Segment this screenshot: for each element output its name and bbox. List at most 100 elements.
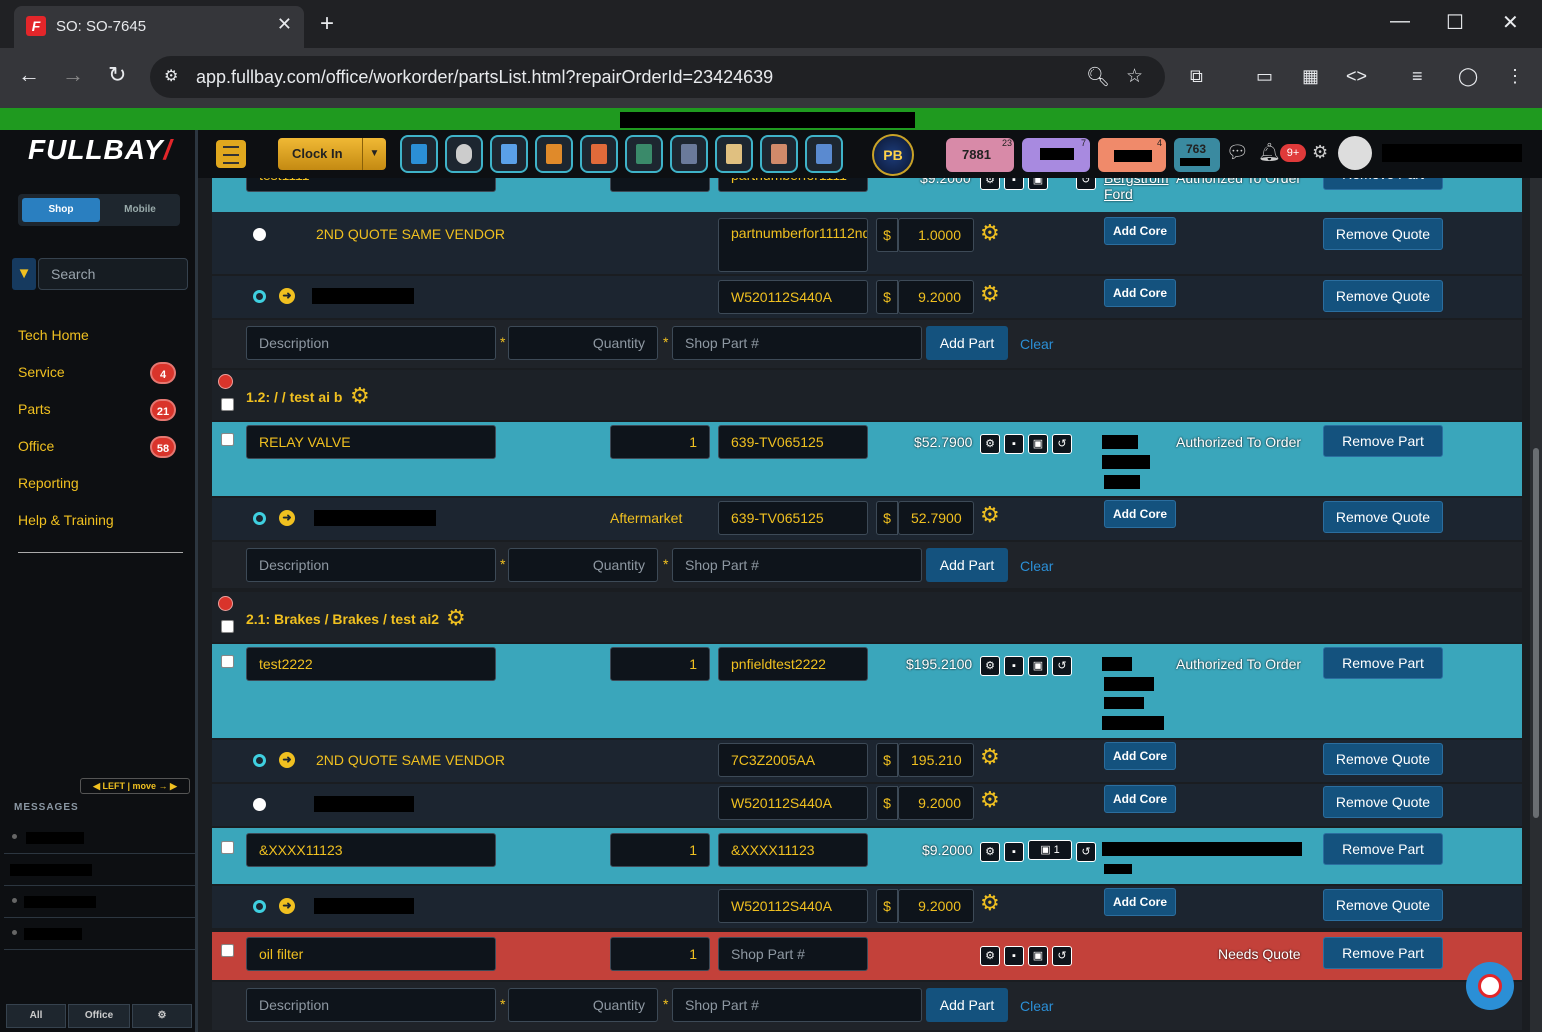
workorder-icon[interactable] [400,135,438,173]
reload-icon[interactable]: ↻ [108,62,127,87]
section-checkbox[interactable] [221,398,234,411]
gear-icon[interactable]: ⚙ [350,383,370,408]
add-core-button[interactable]: Add Core [1104,279,1176,307]
bookmark-star-icon[interactable]: ☆ [1126,66,1144,87]
image-icon[interactable]: ▣ [1028,656,1048,676]
scrollbar-thumb[interactable] [1533,448,1539,818]
document-icon[interactable] [580,135,618,173]
sidebar-item-help-training[interactable]: Help & Training [18,512,114,528]
messages-office-button[interactable]: Office [68,1004,130,1028]
calculator-icon[interactable] [625,135,663,173]
support-chat-icon[interactable] [1466,962,1514,1010]
gear-icon[interactable]: ⚙ [980,890,1000,915]
part-number-field[interactable]: &XXXX11123 [718,833,868,867]
remove-part-button[interactable]: Remove Part [1323,833,1443,865]
comment-icon[interactable]: ▪ [1004,178,1024,190]
sidebar-item-office[interactable]: Office [18,438,55,454]
clear-link[interactable]: Clear [1020,998,1054,1014]
quantity-field[interactable]: 1 [610,937,710,971]
browser-tab[interactable]: F SO: SO-7645 ✕ [14,6,304,48]
gear-icon[interactable]: ⚙ [980,434,1000,454]
settings-gear-icon[interactable]: ⚙ [1312,142,1329,162]
add-part-button[interactable]: Add Part [926,326,1008,360]
part-description-field[interactable]: RELAY VALVE [246,425,496,459]
vendor-link[interactable]: Bergstrom [1104,178,1169,186]
history-icon[interactable]: ↺ [1076,842,1096,862]
part-description-field[interactable]: oil filter [246,937,496,971]
quantity-field[interactable] [610,178,710,192]
mobile-toggle[interactable]: Mobile [124,204,156,215]
clock-in-button[interactable]: Clock In ▼ [278,138,386,170]
window-close-icon[interactable]: ✕ [1502,12,1519,34]
new-shop-part-input[interactable]: Shop Part # [672,326,922,360]
quote-radio-selected[interactable] [253,290,266,303]
quote-price-field[interactable]: 9.2000 [898,889,974,923]
quantity-field[interactable]: 1 [610,425,710,459]
part-number-field[interactable]: partnumberfor1111 [718,178,868,192]
quote-part-number-field[interactable]: 639-TV065125 [718,501,868,535]
clear-link[interactable]: Clear [1020,558,1054,574]
add-part-button[interactable]: Add Part [926,988,1008,1022]
vendor-link-line2[interactable]: Ford [1104,186,1133,202]
comment-icon[interactable]: ▪ [1004,656,1024,676]
hamburger-menu-icon[interactable] [216,140,246,168]
forward-icon[interactable]: → [62,62,84,87]
new-description-input[interactable]: Description [246,548,496,582]
arrow-circle-icon[interactable]: ➜ [279,752,295,768]
quantity-field[interactable]: 1 [610,647,710,681]
remove-part-button[interactable]: Remove Part [1323,647,1443,679]
remove-part-button[interactable]: Remove Part [1323,425,1443,457]
chevron-down-icon[interactable]: ▼ [362,138,386,170]
quote-price-field[interactable]: 9.2000 [898,280,974,314]
shop-toggle[interactable]: Shop [22,198,100,222]
remove-quote-button[interactable]: Remove Quote [1323,218,1443,250]
remove-quote-button[interactable]: Remove Quote [1323,501,1443,533]
clear-link[interactable]: Clear [1020,336,1054,352]
sidebar-item-tech-home[interactable]: Tech Home [18,327,89,343]
gear-icon[interactable]: ⚙ [980,656,1000,676]
image-icon[interactable]: ▣ [1028,178,1048,190]
sidebar-item-reporting[interactable]: Reporting [18,475,79,491]
quote-radio-selected[interactable] [253,512,266,525]
cast-icon[interactable]: ▭ [1256,66,1274,86]
part-checkbox[interactable] [221,433,234,446]
image-icon[interactable]: ▣ [1028,946,1048,966]
invoice-icon[interactable] [535,135,573,173]
message-item[interactable] [4,854,196,886]
microphone-icon[interactable] [445,135,483,173]
sidebar-item-service[interactable]: Service [18,364,65,380]
remove-quote-button[interactable]: Remove Quote [1323,889,1443,921]
zoom-icon[interactable]: 🔍︎ [1086,67,1111,88]
new-quantity-input[interactable]: Quantity [508,548,658,582]
part-description-field[interactable]: test1111 [246,178,496,192]
kebab-menu-icon[interactable]: ⋮ [1506,66,1524,86]
part-checkbox[interactable] [221,655,234,668]
back-icon[interactable]: ← [18,62,40,87]
messages-all-button[interactable]: All [6,1004,66,1028]
remove-part-button[interactable]: Remove Part [1323,178,1443,190]
fullbay-logo[interactable]: FULLBAY/ [28,134,173,165]
scrollbar[interactable] [1530,178,1542,1032]
history-icon[interactable]: ↺ [1076,178,1096,190]
quote-radio-selected[interactable] [253,900,266,913]
counter-pill-a[interactable]: 7881 23 [946,138,1014,172]
part-checkbox[interactable] [221,944,234,957]
quote-price-field[interactable]: 195.210 [898,743,974,777]
section-checkbox[interactable] [221,620,234,633]
gear-icon[interactable]: ⚙ [980,842,1000,862]
quantity-field[interactable]: 1 [610,833,710,867]
report-icon[interactable] [715,135,753,173]
part-checkbox[interactable] [221,841,234,854]
quote-price-field[interactable]: 1.0000 [898,218,974,252]
new-description-input[interactable]: Description [246,326,496,360]
add-item-icon[interactable] [490,135,528,173]
part-description-field[interactable]: &XXXX11123 [246,833,496,867]
gear-icon[interactable]: ⚙ [980,787,1000,812]
gear-icon[interactable]: ⚙ [980,281,1000,306]
qr-icon[interactable]: ▦ [1302,66,1320,86]
comment-icon[interactable]: ▪ [1004,434,1024,454]
schedule-icon[interactable] [670,135,708,173]
new-description-input[interactable]: Description [246,988,496,1022]
comment-icon[interactable]: ▪ [1004,946,1024,966]
quote-radio[interactable] [253,798,266,811]
